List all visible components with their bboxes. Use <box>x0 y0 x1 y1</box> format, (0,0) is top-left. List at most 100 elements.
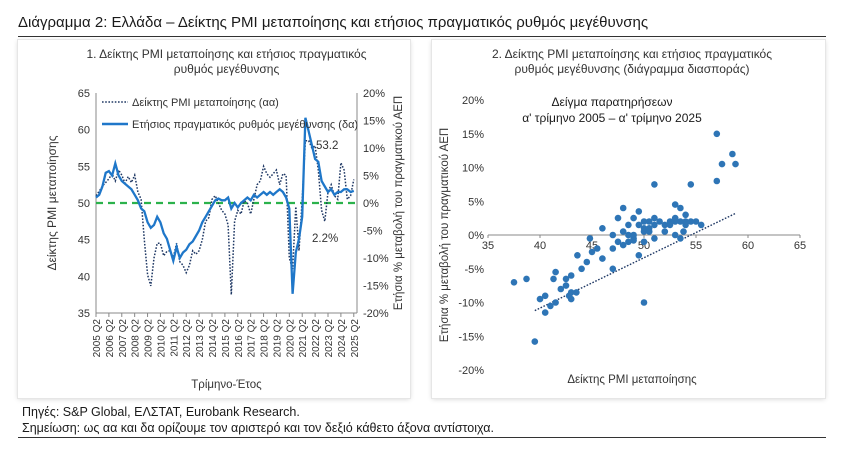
scatter-point <box>567 272 575 279</box>
scatter-point <box>666 221 674 229</box>
scatter-point <box>677 204 684 212</box>
x-tick-label: 2011 Q2 <box>169 319 180 357</box>
scatter-y-tick-label: 20% <box>462 95 484 107</box>
page-title: Διάγραμμα 2: Ελλάδα – Δείκτης PMI μεταπο… <box>18 14 649 31</box>
scatter-inner-title-line2: α' τρίμηνο 2005 – α' τρίμηνο 2025 <box>522 111 702 125</box>
y-left-tick-label: 40 <box>78 271 90 283</box>
line-chart-panel: 1. Δείκτης PMI μεταποίησης και ετήσιος π… <box>18 40 410 398</box>
scatter-point <box>687 218 695 225</box>
scatter-point <box>671 214 679 222</box>
x-tick-label: 2019 Q2 <box>272 319 283 358</box>
scatter-point <box>671 231 679 239</box>
y-right-tick-label: 0% <box>363 198 379 210</box>
scatter-point <box>640 238 648 246</box>
scatter-point <box>586 235 594 242</box>
x-tick-label: 2016 Q2 <box>234 319 245 358</box>
scatter-point <box>567 295 575 303</box>
y-left-tick-label: 55 <box>78 161 90 173</box>
scatter-point <box>541 292 549 300</box>
scatter-point <box>619 228 627 235</box>
x-tick-label: 2014 Q2 <box>208 319 219 358</box>
x-tick-label: 2015 Q2 <box>221 319 232 358</box>
x-tick-label: 2013 Q2 <box>195 319 206 358</box>
scatter-point <box>588 248 596 256</box>
y-left-tick-label: 65 <box>78 88 90 100</box>
x-tick-label: 2020 Q2 <box>285 319 296 358</box>
scatter-point <box>713 130 721 138</box>
gdp-latest-label: 2.2% <box>312 233 338 245</box>
scatter-point <box>630 231 637 239</box>
scatter-point <box>547 302 554 310</box>
scatter-point <box>635 221 643 229</box>
scatter-title-line2: ρυθμός μεγέθυνσης (διάγραμμα διασποράς) <box>515 62 750 76</box>
scatter-point <box>697 221 705 229</box>
title-rule <box>18 36 826 37</box>
scatter-point <box>635 252 643 259</box>
scatter-point <box>656 218 663 225</box>
x-tick-label: 2024 Q2 <box>337 319 348 358</box>
footer-rule <box>18 437 826 438</box>
y-right-tick-label: -20% <box>363 308 389 320</box>
x-tick-label: 2006 Q2 <box>105 319 116 358</box>
x-tick-label: 2007 Q2 <box>118 319 129 358</box>
scatter-x-axis-title: Δείκτης PMI μεταποίησης <box>567 374 697 386</box>
scatter-point <box>732 160 739 168</box>
scatter-point <box>671 201 679 208</box>
x-tick-label: 2009 Q2 <box>144 319 155 358</box>
pmi-series-line <box>95 139 355 295</box>
scatter-y-tick-label: 10% <box>462 163 484 175</box>
pmi-latest-label: 53.2 <box>316 140 338 152</box>
methodology-note: Σημείωση: ως αα και δα ορίζουμε τον αρισ… <box>22 421 494 435</box>
scatter-point <box>729 150 736 158</box>
legend-label-gdp: Ετήσιος πραγματικός ρυθμός μεγέθυνσης (δ… <box>132 119 358 131</box>
y-right-tick-label: 10% <box>363 143 385 155</box>
scatter-point <box>630 214 637 222</box>
scatter-point <box>718 160 726 168</box>
gdp-series-line <box>95 117 355 294</box>
x-tick-label: 2017 Q2 <box>247 319 258 358</box>
y-left-tick-label: 45 <box>78 235 90 247</box>
scatter-x-tick-label: 40 <box>534 240 546 252</box>
scatter-point <box>677 235 684 242</box>
scatter-inner-title-line1: Δείγμα παρατηρήσεων <box>551 95 672 109</box>
legend-label-pmi: Δείκτης PMI μεταποίησης (αα) <box>132 97 279 109</box>
y-right-tick-label: -10% <box>363 253 389 265</box>
scatter-point <box>682 211 689 219</box>
scatter-point <box>680 228 687 235</box>
scatter-y-axis-title: Ετήσια % μεταβολή του πραγματικού ΑΕΠ <box>439 128 451 342</box>
scatter-x-tick-label: 60 <box>742 240 754 252</box>
scatter-y-tick-label: 5% <box>468 196 484 208</box>
x-tick-label: 2008 Q2 <box>131 319 142 358</box>
scatter-point <box>640 218 648 225</box>
scatter-y-tick-label: -10% <box>458 298 484 310</box>
scatter-point <box>651 221 658 229</box>
scatter-point <box>682 218 689 225</box>
scatter-point <box>677 218 684 225</box>
scatter-point <box>609 265 617 273</box>
scatter-point <box>713 177 721 185</box>
scatter-point <box>609 245 617 252</box>
x-tick-label: 2010 Q2 <box>156 319 167 358</box>
scatter-y-tick-label: 15% <box>462 129 484 141</box>
y-right-tick-label: 15% <box>363 116 385 128</box>
y-right-tick-label: -5% <box>363 226 383 238</box>
scatter-point <box>619 204 627 212</box>
scatter-point <box>562 282 570 289</box>
scatter-point <box>599 225 606 232</box>
y-left-axis-title: Δείκτης PMI μεταποίησης <box>45 135 59 270</box>
scatter-point <box>550 275 557 283</box>
y-right-tick-label: 20% <box>363 88 385 100</box>
y-right-tick-label: 5% <box>363 171 379 183</box>
scatter-point <box>599 255 606 262</box>
scatter-y-tick-label: -15% <box>458 331 484 343</box>
sources-note: Πηγές: S&P Global, ΕΛΣΤΑΤ, Eurobank Rese… <box>22 405 300 419</box>
scatter-point <box>625 238 632 246</box>
scatter-y-tick-label: -5% <box>464 264 484 276</box>
scatter-point <box>574 252 581 259</box>
scatter-y-tick-label: 0% <box>468 230 484 242</box>
scatter-x-tick-label: 35 <box>482 240 494 252</box>
scatter-point <box>651 214 658 222</box>
scatter-point <box>573 289 580 296</box>
y-left-tick-label: 35 <box>78 308 90 320</box>
scatter-point <box>692 218 700 225</box>
